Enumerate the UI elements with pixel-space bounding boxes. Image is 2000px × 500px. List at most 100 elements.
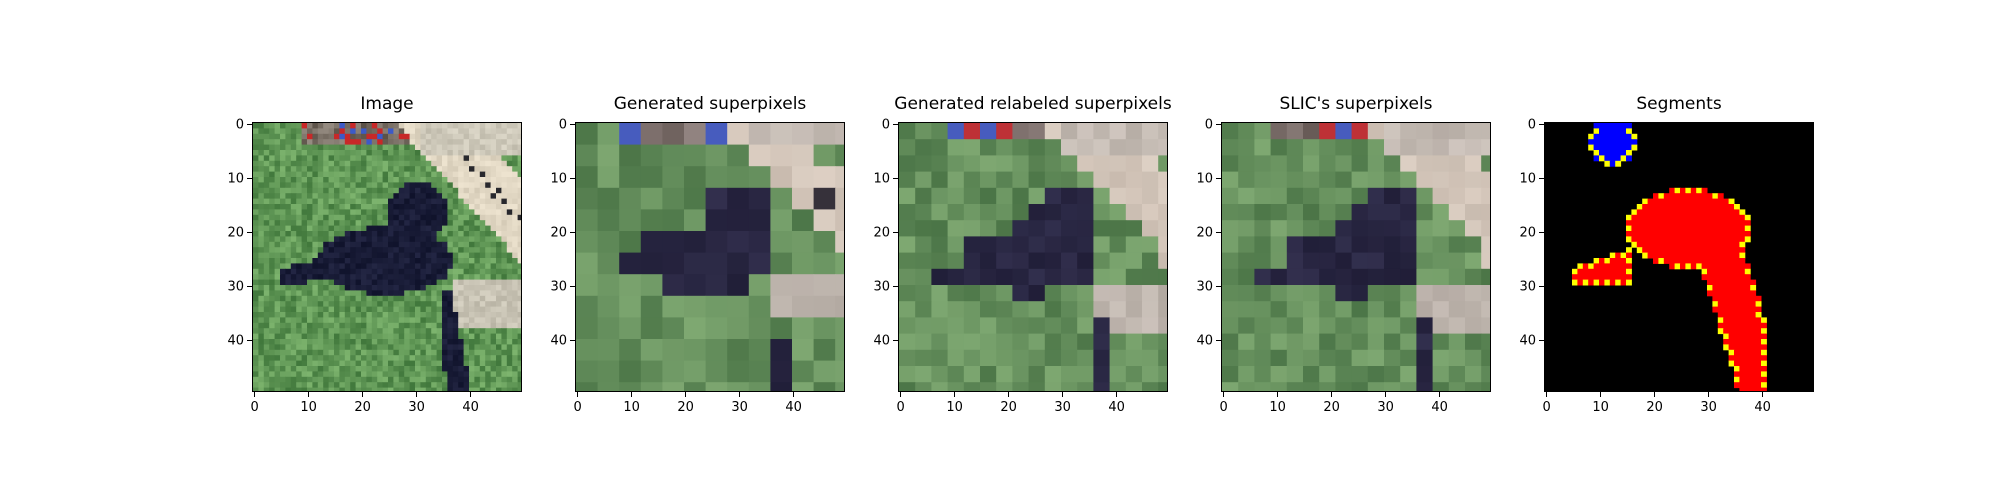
pixel-block	[301, 177, 308, 183]
pixel-block	[361, 155, 367, 162]
segment-red-cell	[1750, 349, 1757, 356]
pixel-block	[382, 123, 389, 129]
pixel-block	[317, 236, 324, 243]
pixel-block	[490, 360, 497, 367]
pixel-block	[1254, 252, 1272, 270]
pixel-block	[1061, 366, 1078, 383]
pixel-block	[1367, 123, 1385, 140]
pixel-block	[355, 160, 362, 167]
pixel-block	[501, 247, 508, 254]
pixel-block	[1270, 123, 1288, 140]
pixel-block	[684, 252, 707, 275]
segment-red-cell	[1717, 274, 1724, 281]
pixel-block	[334, 128, 340, 135]
pixel-block	[350, 209, 357, 216]
y-tick-label: 30	[227, 279, 244, 295]
pixel-block	[512, 182, 519, 189]
segment-red-cell	[1707, 214, 1713, 221]
pixel-block	[285, 198, 292, 205]
pixel-block	[263, 204, 270, 210]
pixel-block	[328, 328, 335, 335]
pixel-block	[490, 236, 497, 243]
pixel-block	[469, 182, 475, 189]
pixel-block	[328, 295, 335, 302]
pixel-block	[1044, 139, 1062, 156]
pixel-block	[280, 139, 286, 146]
pixel-block	[431, 387, 438, 391]
pixel-block	[334, 204, 340, 210]
pixel-block	[388, 258, 394, 264]
pixel-block	[1109, 171, 1127, 189]
pixel-block	[490, 344, 497, 351]
pixel-block	[274, 209, 281, 216]
pixel-block	[512, 160, 519, 167]
pixel-block	[512, 295, 519, 302]
pixel-block	[285, 236, 292, 243]
pixel-block	[442, 187, 448, 194]
pixel-block	[269, 382, 276, 389]
pixel-block	[442, 279, 448, 286]
pixel-block	[398, 160, 405, 167]
segment-red-cell	[1669, 231, 1676, 237]
pixel-block	[1448, 382, 1466, 391]
pixel-block	[479, 366, 486, 372]
pixel-block	[490, 339, 497, 345]
pixel-block	[415, 306, 421, 313]
pixel-block	[425, 285, 432, 291]
segment-red-cell	[1712, 268, 1719, 275]
pixel-block	[496, 171, 502, 178]
pixel-block	[280, 198, 286, 205]
pixel-block	[382, 155, 389, 162]
pixel-block	[377, 317, 384, 324]
pixel-block	[398, 193, 405, 200]
pixel-block	[398, 220, 405, 227]
pixel-block	[409, 290, 416, 297]
pixel-block	[501, 301, 508, 308]
pixel-block	[619, 317, 642, 340]
pixel-block	[442, 220, 448, 227]
pixel-block	[501, 177, 508, 183]
pixel-block	[371, 204, 378, 210]
pixel-block	[1303, 171, 1320, 189]
pixel-block	[317, 344, 324, 351]
pixel-block	[388, 241, 394, 248]
x-tick-label: 10	[300, 400, 317, 415]
pixel-block	[317, 366, 324, 372]
pixel-block	[458, 263, 465, 270]
pixel-block	[404, 355, 411, 362]
pixel-block	[334, 220, 340, 227]
pixel-block	[290, 355, 297, 362]
pixel-block	[301, 360, 308, 367]
pixel-block	[447, 236, 454, 243]
pixel-block	[415, 268, 421, 275]
segment-red-cell	[1701, 187, 1708, 194]
pixel-block	[344, 160, 351, 167]
pixel-block	[317, 268, 324, 275]
pixel-block	[1465, 139, 1482, 156]
pixel-block	[404, 182, 411, 189]
pixel-block	[350, 290, 357, 297]
pixel-block	[748, 187, 771, 210]
pixel-block	[366, 155, 373, 162]
pixel-block	[452, 150, 459, 156]
pixel-block	[640, 187, 663, 210]
pixel-block	[947, 268, 965, 286]
pixel-block	[512, 306, 519, 313]
pixel-block	[431, 193, 438, 200]
pixel-block	[474, 322, 481, 329]
pixel-block	[463, 198, 470, 205]
pixel-block	[339, 301, 346, 308]
segment-red-cell	[1712, 220, 1719, 227]
pixel-block	[323, 166, 330, 173]
pixel-block	[388, 312, 394, 318]
pixel-block	[1222, 236, 1239, 254]
pixel-block	[463, 333, 470, 340]
pixel-block	[312, 263, 319, 270]
pixel-block	[474, 344, 481, 351]
pixel-block	[425, 204, 432, 210]
pixel-block	[1222, 285, 1239, 302]
pixel-block	[684, 274, 707, 297]
segment-blue-cell	[1593, 133, 1600, 140]
y-tick-label: 40	[1196, 333, 1213, 349]
pixel-block	[263, 333, 270, 340]
